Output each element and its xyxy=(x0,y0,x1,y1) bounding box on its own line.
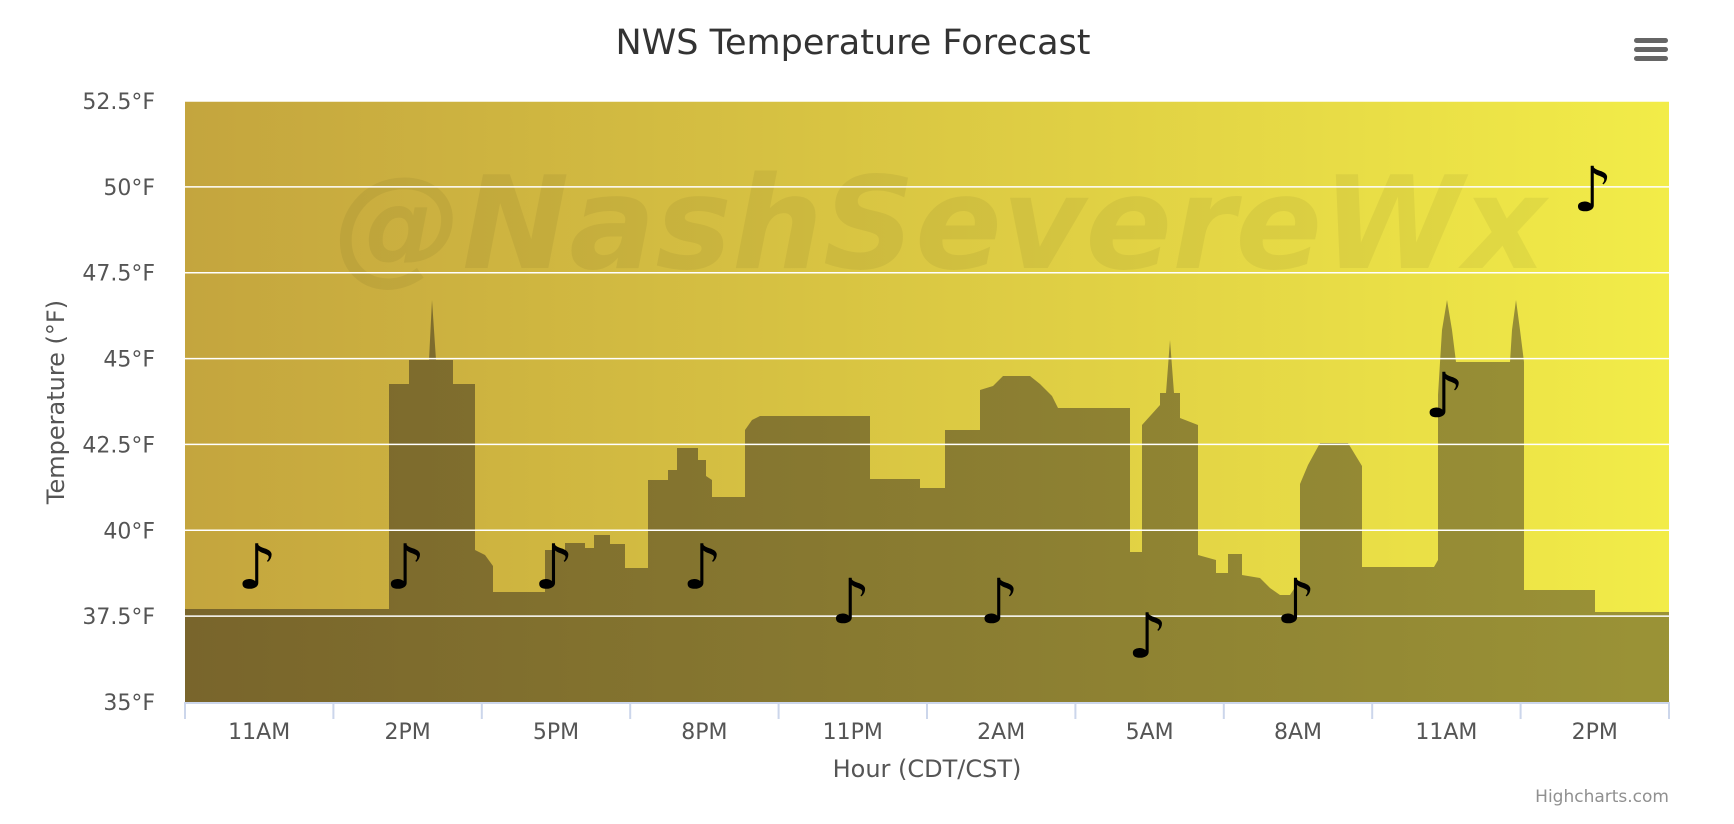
y-tick-label: 50°F xyxy=(103,176,155,201)
x-axis-labels: 11AM 2PM 5PM 8PM 11PM 2AM 5AM 8AM 11AM 2PM xyxy=(228,720,1618,745)
credits-link[interactable]: Highcharts.com xyxy=(1535,787,1669,807)
data-point-marker[interactable]: ♪ xyxy=(1573,153,1613,226)
x-tick-label: 2PM xyxy=(1572,720,1618,745)
x-tick-label: 11PM xyxy=(823,720,883,745)
x-tick-label: 5AM xyxy=(1126,720,1174,745)
menu-bar xyxy=(1634,47,1668,52)
data-point-marker[interactable]: ♪ xyxy=(237,531,277,604)
data-point-marker[interactable]: ♪ xyxy=(682,531,722,604)
menu-bar xyxy=(1634,38,1668,43)
chart-title: NWS Temperature Forecast xyxy=(615,23,1090,63)
data-point-marker[interactable]: ♪ xyxy=(386,531,426,604)
y-axis-labels: 35°F 37.5°F 40°F 42.5°F 45°F 47.5°F 50°F 52.5°F xyxy=(82,90,155,716)
grid-lines xyxy=(185,100,1669,617)
x-tick-label: 2PM xyxy=(384,720,430,745)
y-axis-title: Temperature (°F) xyxy=(42,300,70,505)
data-markers: ♪ ♪ ♪ ♪ ♪ ♪ ♪ ♪ ♪ ♪ xyxy=(237,153,1612,672)
x-tick-label: 8PM xyxy=(681,720,727,745)
y-tick-label: 35°F xyxy=(103,691,155,716)
y-tick-label: 40°F xyxy=(103,519,155,544)
x-tick-label: 5PM xyxy=(533,720,579,745)
skyline-silhouette xyxy=(185,300,1669,702)
y-tick-label: 45°F xyxy=(103,348,155,373)
y-tick-label: 52.5°F xyxy=(82,90,155,115)
data-point-marker[interactable]: ♪ xyxy=(1424,359,1464,432)
x-tick-label: 8AM xyxy=(1274,720,1322,745)
x-axis xyxy=(184,702,1670,719)
data-point-marker[interactable]: ♪ xyxy=(1128,599,1168,672)
hamburger-menu-icon[interactable] xyxy=(1628,32,1668,72)
x-tick-label: 11AM xyxy=(228,720,290,745)
data-point-marker[interactable]: ♪ xyxy=(831,565,871,638)
x-axis-title: Hour (CDT/CST) xyxy=(833,755,1022,783)
y-tick-label: 47.5°F xyxy=(82,262,155,287)
x-tick-label: 2AM xyxy=(977,720,1025,745)
menu-bar xyxy=(1634,56,1668,61)
watermark: @NashSevereWx xyxy=(334,150,1549,299)
y-tick-label: 42.5°F xyxy=(82,433,155,458)
data-point-marker[interactable]: ♪ xyxy=(1276,565,1316,638)
x-tick-label: 11AM xyxy=(1415,720,1477,745)
data-point-marker[interactable]: ♪ xyxy=(979,565,1019,638)
y-tick-label: 37.5°F xyxy=(82,605,155,630)
data-point-marker[interactable]: ♪ xyxy=(534,531,574,604)
